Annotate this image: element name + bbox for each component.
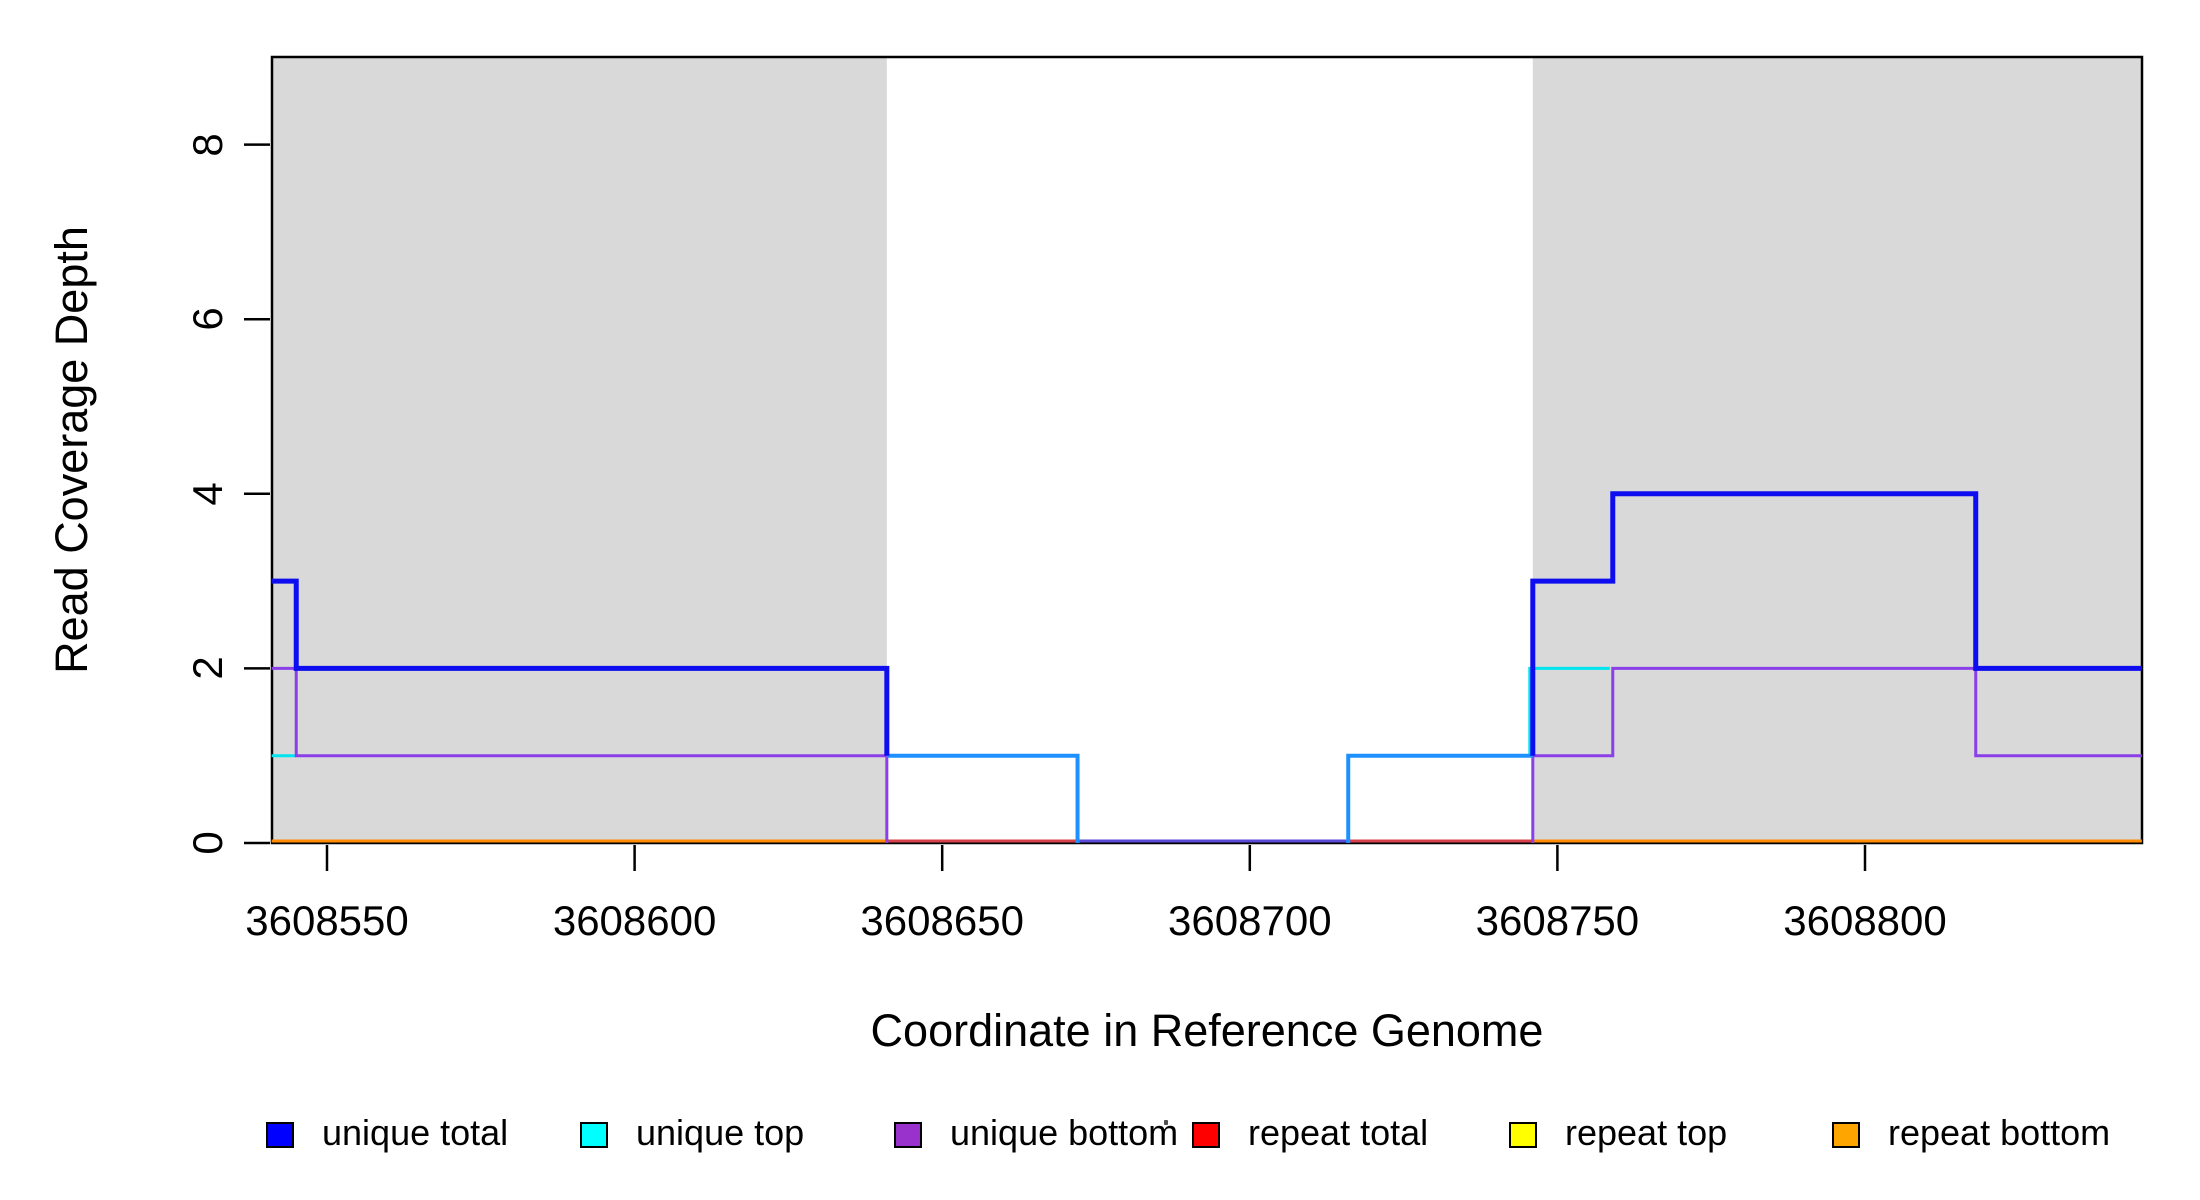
- plot-box: [270, 55, 2144, 845]
- unique-bottom-left-line: [271, 666, 889, 843]
- y-tick-label: 0: [184, 831, 231, 855]
- unique-total-over-top-b-line: [1346, 753, 1533, 843]
- legend-swatch-repeat-bottom: [1832, 1122, 1860, 1148]
- x-tick-label: 3608550: [245, 897, 409, 944]
- unique-total-over-top-a-line: [886, 753, 1080, 843]
- legend-swatch-unique-top: [580, 1122, 608, 1148]
- y-tick-label: 4: [184, 482, 231, 506]
- y-tick-label: 6: [184, 307, 231, 331]
- x-tick-label: 3608700: [1168, 897, 1332, 944]
- repeat-region-1: [272, 57, 887, 843]
- x-tick-label: 3608650: [860, 897, 1024, 944]
- repeat-region-2: [1532, 57, 2142, 843]
- stray-dot: [1164, 1120, 1168, 1125]
- x-tick-label: 3608750: [1475, 897, 1640, 944]
- legend-label-unique-top: unique top: [636, 1112, 805, 1153]
- x-axis-title: Coordinate in Reference Genome: [870, 1005, 1544, 1056]
- legend-label-unique-total: unique total: [322, 1112, 509, 1153]
- x-tick-label: 3608600: [552, 897, 717, 944]
- legend-label-repeat-bottom: repeat bottom: [1888, 1112, 2111, 1153]
- y-tick-label: 2: [184, 656, 231, 681]
- y-tick-label: 8: [184, 132, 231, 157]
- legend-label-repeat-top: repeat top: [1565, 1112, 1728, 1153]
- legend-swatch-repeat-top: [1509, 1122, 1537, 1148]
- legend-label-unique-bottom: unique bottom: [950, 1112, 1179, 1153]
- legend-swatch-unique-total: [266, 1122, 294, 1148]
- x-tick-label: 3608800: [1783, 897, 1947, 944]
- legend-swatch-unique-bottom: [894, 1122, 922, 1148]
- legend-swatch-repeat-total: [1192, 1122, 1220, 1148]
- unique-top-right-line: [1528, 666, 1610, 756]
- y-axis-title: Read Coverage Depth: [46, 226, 97, 674]
- unique-total-left-line: [271, 578, 890, 756]
- unique-total-right-line: [1530, 491, 2142, 756]
- legend-label-repeat-total: repeat total: [1248, 1112, 1429, 1153]
